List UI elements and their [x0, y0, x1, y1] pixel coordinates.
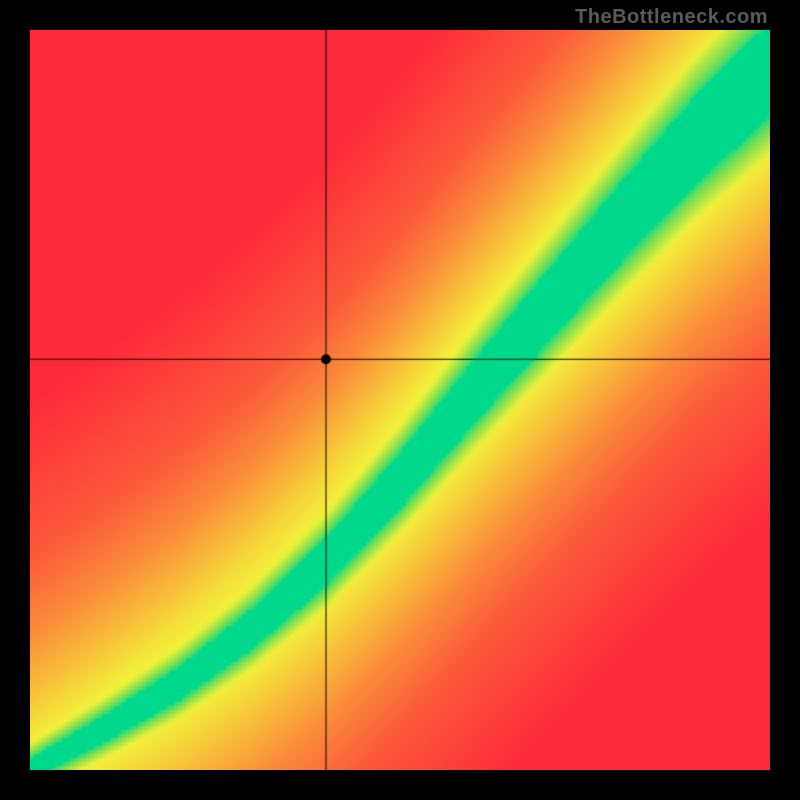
bottleneck-heatmap [30, 30, 770, 770]
heatmap-canvas [30, 30, 770, 770]
watermark-text: TheBottleneck.com [575, 6, 768, 29]
